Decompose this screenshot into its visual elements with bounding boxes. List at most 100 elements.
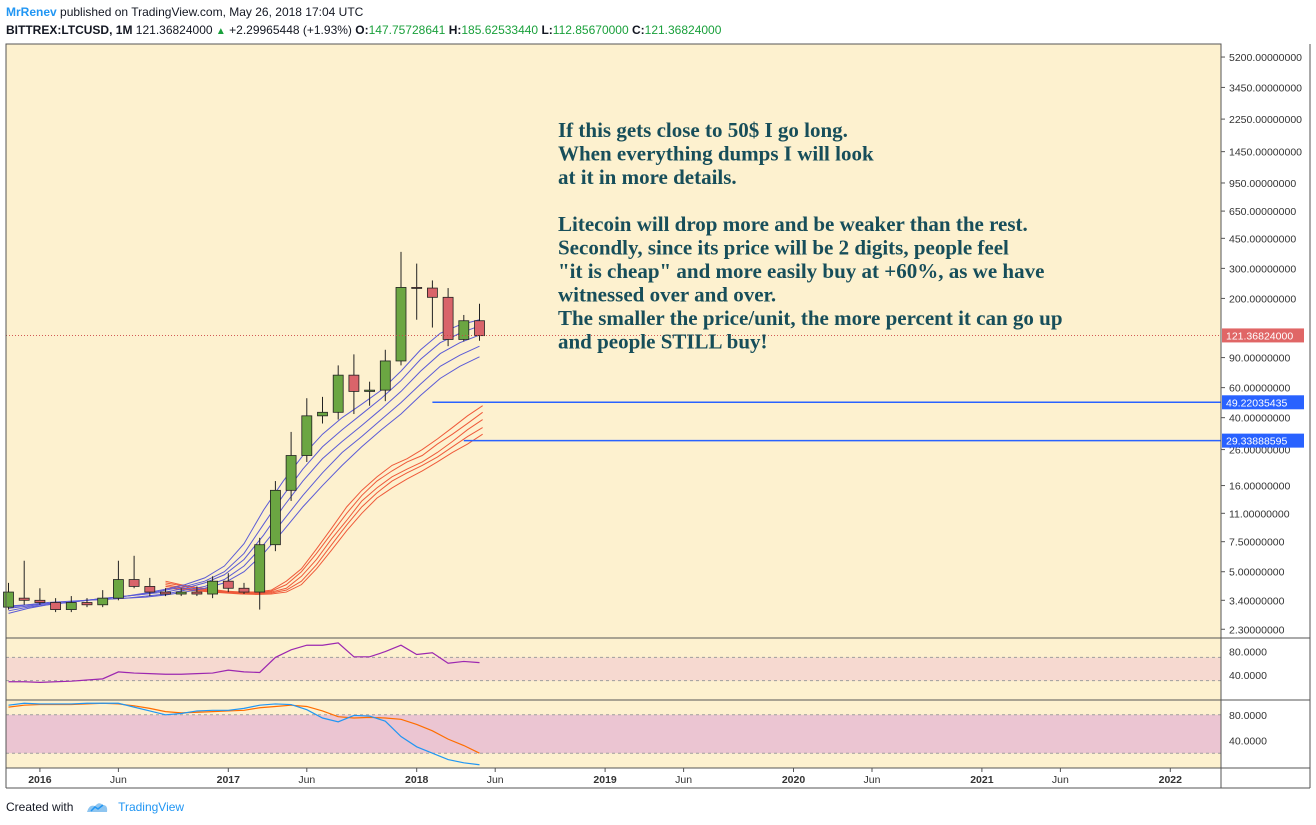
- close-value: 121.36824000: [644, 23, 722, 37]
- candle-body: [254, 544, 266, 593]
- candle-2015-12: [18, 560, 30, 605]
- chart-frame: [5, 43, 1311, 789]
- candle-2016-09: [160, 588, 171, 597]
- candle-2017-11: [379, 349, 391, 402]
- candle-body: [18, 597, 30, 601]
- candle-body: [364, 389, 376, 392]
- price-tick-label: 60.00000000: [1229, 383, 1290, 395]
- candle-body: [269, 489, 281, 546]
- close-label: C:: [631, 23, 645, 37]
- candle-2016-04: [81, 598, 93, 608]
- time-tick-label: 2020: [782, 774, 806, 786]
- chart-header: MrRenev published on TradingView.com, Ma…: [0, 0, 1316, 40]
- rsi-line: [8, 642, 480, 683]
- time-tick-label: Jun: [110, 774, 127, 786]
- level-tag-1-bg[interactable]: [1222, 395, 1304, 410]
- candle-body: [144, 586, 156, 593]
- candle-body: [285, 455, 297, 491]
- tradingview-logo-icon: [86, 803, 107, 812]
- candle-2017-12: [395, 251, 407, 366]
- stoch-d-polyline: [8, 702, 480, 754]
- annotation-line[interactable]: If this gets close to 50$ I go long.: [558, 118, 848, 142]
- annotation-line[interactable]: The smaller the price/unit, the more per…: [558, 306, 1063, 330]
- candle-body: [3, 591, 14, 608]
- published-text: published on TradingView.com, May 26, 20…: [60, 5, 364, 19]
- stoch-tick-label: 80.0000: [1229, 710, 1267, 722]
- high-label: H:: [448, 23, 462, 37]
- tradingview-link[interactable]: TradingView: [118, 800, 185, 814]
- price-tick-label: 1450.00000000: [1229, 147, 1302, 159]
- price-change: +2.29965448 (+1.93%): [229, 23, 352, 37]
- candle-body: [395, 287, 407, 362]
- high-value: 185.62533440: [461, 23, 539, 37]
- candle-body: [207, 580, 219, 595]
- price-tick-label: 3.40000000: [1229, 595, 1285, 607]
- red-ma-5: [165, 433, 483, 595]
- current-price-tag-bg[interactable]: [1222, 328, 1304, 343]
- candle-body: [426, 287, 438, 298]
- annotation-line[interactable]: When everything dumps I will look: [558, 142, 874, 166]
- price-tick-label: 40.00000000: [1229, 413, 1290, 425]
- chart-background: [6, 44, 1221, 768]
- last-price: 121.36824000: [135, 23, 213, 37]
- candle-2016-01: [34, 588, 46, 605]
- rsi-band: [6, 656, 1221, 682]
- price-axis[interactable]: 5200.00000000 3450.00000000 2250.00000000 1…: [1221, 52, 1304, 747]
- candle-2017-09: [348, 354, 360, 415]
- time-tick-label: 2018: [405, 774, 429, 786]
- author-name[interactable]: MrRenev: [6, 5, 57, 19]
- chart-canvas[interactable]: 5200.00000000 3450.00000000 2250.00000000 1…: [0, 40, 1316, 792]
- candlestick-series: [3, 251, 485, 613]
- rsi-polyline: [8, 642, 480, 683]
- time-tick-label: 2019: [593, 774, 617, 786]
- annotation-line[interactable]: at it in more details.: [558, 165, 737, 189]
- time-tick-label: Jun: [864, 774, 881, 786]
- price-tick-label: 650.00000000: [1229, 206, 1296, 218]
- candle-body: [379, 360, 391, 391]
- candle-2018-05: [474, 303, 485, 341]
- candle-body: [222, 580, 234, 589]
- candle-2017-03: [254, 537, 266, 610]
- level-tag-2-bg[interactable]: [1222, 433, 1304, 448]
- open-value: 147.75728641: [368, 23, 446, 37]
- level-tag-2-label[interactable]: 29.33888595: [1226, 436, 1287, 448]
- horizontal-levels[interactable]: [432, 401, 1221, 442]
- candle-2016-10: [175, 588, 187, 597]
- candle-2018-02: [426, 280, 438, 328]
- candle-body: [301, 415, 313, 456]
- candle-body: [160, 591, 171, 595]
- annotation-text[interactable]: If this gets close to 50$ I go long.When…: [558, 118, 1063, 354]
- time-tick-label: Jun: [1052, 774, 1069, 786]
- candle-2017-01: [222, 573, 234, 593]
- candle-2017-06: [301, 398, 313, 462]
- annotation-line[interactable]: witnessed over and over.: [558, 283, 776, 307]
- candle-body: [332, 374, 344, 413]
- rsi-band-fill: [6, 657, 1221, 681]
- price-tick-label: 7.50000000: [1229, 537, 1285, 549]
- red-ma-1: [165, 405, 483, 593]
- time-axis[interactable]: 2016 Jun 2017 Jun 2018 Jun 2019 Jun 2020 Jun 2021 J…: [28, 768, 1182, 786]
- candle-2015-11: [3, 582, 14, 610]
- price-tick-label: 2.30000000: [1229, 624, 1285, 636]
- price-tick-label: 5200.00000000: [1229, 52, 1302, 64]
- created-with-text: Created with: [6, 800, 74, 814]
- current-price-tag-label[interactable]: 121.36824000: [1226, 330, 1293, 342]
- price-tick-label: 300.00000000: [1229, 263, 1296, 275]
- annotation-line[interactable]: "it is cheap" and more easily buy at +60…: [558, 259, 1044, 283]
- candle-body: [34, 599, 46, 603]
- low-label: L:: [541, 23, 553, 37]
- candle-body: [238, 587, 250, 593]
- stoch-k-polyline: [8, 702, 480, 766]
- candle-2016-03: [65, 596, 77, 613]
- candle-body: [175, 591, 187, 595]
- level-tag-1-label[interactable]: 49.22035435: [1226, 397, 1287, 409]
- up-arrow-icon: ▲: [215, 26, 226, 37]
- annotation-line[interactable]: Secondly, since its price will be 2 digi…: [558, 236, 1009, 260]
- time-tick-label: Jun: [298, 774, 315, 786]
- time-tick-label: 2016: [28, 774, 52, 786]
- annotation-line[interactable]: and people STILL buy!: [558, 330, 768, 354]
- candle-2017-08: [332, 365, 344, 420]
- rsi-tick-label: 40.0000: [1229, 670, 1267, 682]
- candle-body: [65, 602, 77, 610]
- annotation-line[interactable]: Litecoin will drop more and be weaker th…: [558, 212, 1028, 236]
